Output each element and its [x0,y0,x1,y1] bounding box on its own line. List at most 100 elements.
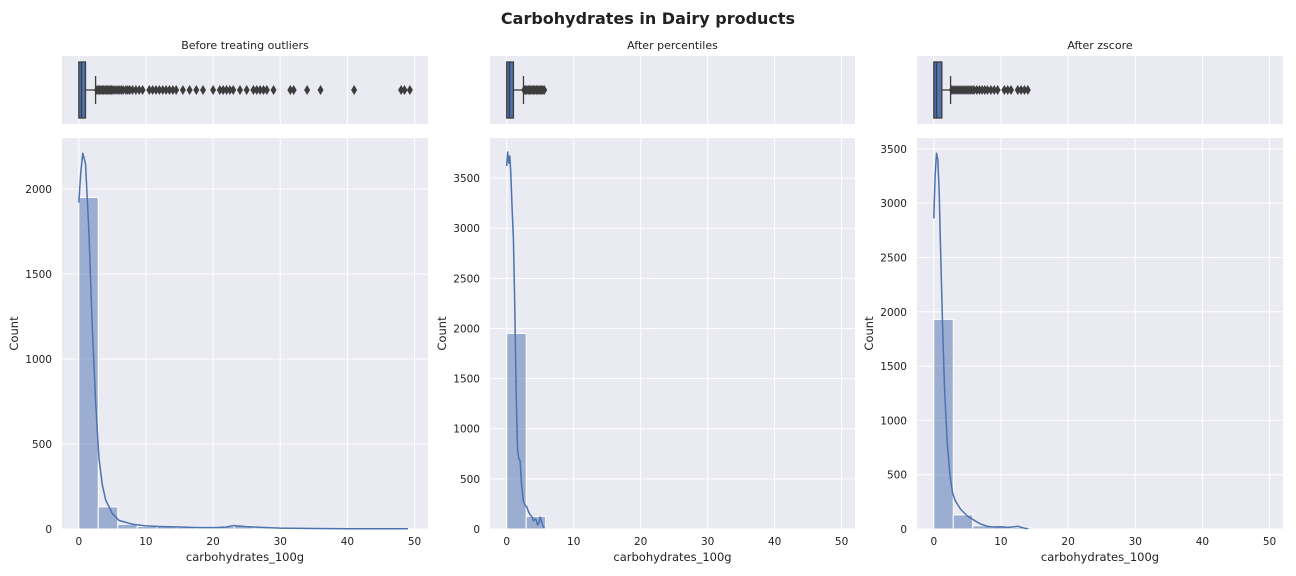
y-tick-label: 2500 [453,273,480,285]
boxplot-outlier [406,85,413,95]
boxplot-background [490,56,855,124]
histogram-background [917,138,1283,529]
x-axis-label: carbohydrates_100g [186,550,304,564]
boxplot-outlier [1014,85,1021,95]
x-axis-label: carbohydrates_100g [1041,550,1159,564]
histogram-background [490,138,855,529]
kde-line [78,152,408,530]
boxplot-outlier [260,85,267,95]
x-tick-label: 30 [274,536,287,548]
boxplot-outlier [270,85,277,95]
boxplot-outlier [401,85,408,95]
boxplot-outlier [149,85,156,95]
boxplot-outlier [146,85,153,95]
y-tick-label: 500 [460,474,480,486]
boxplot-outlier [994,85,1001,95]
histogram-bar [78,197,99,530]
boxplot-outlier [226,85,233,95]
y-axis-label: Count [7,316,21,351]
boxplot-outlier [317,85,324,95]
boxplot-outlier [186,85,193,95]
boxplot-outlier [287,85,294,95]
y-tick-label: 1000 [25,354,52,366]
boxplot-outlier [210,85,217,95]
boxplot-outlier [139,85,146,95]
y-tick-label: 2000 [453,323,480,335]
x-tick-label: 40 [341,536,354,548]
boxplot-outlier [173,85,180,95]
boxplot-outlier [351,85,358,95]
boxplot-outlier [1024,85,1031,95]
x-tick-label: 30 [1129,536,1142,548]
boxplot-outlier [1021,85,1028,95]
y-tick-label: 3500 [880,144,907,156]
kde-line [933,152,1028,530]
y-tick-label: 0 [45,524,52,536]
boxplot-box [78,61,87,119]
boxplot-outlier [243,85,250,95]
boxplot-outlier [166,85,173,95]
x-tick-label: 20 [634,536,647,548]
figure-title: Carbohydrates in Dairy products [501,9,795,28]
y-tick-label: 1000 [453,424,480,436]
y-tick-label: 0 [900,524,907,536]
boxplot-outlier [200,85,207,95]
x-tick-label: 40 [768,536,781,548]
y-tick-label: 1000 [880,415,907,427]
boxplot-outlier [169,85,176,95]
boxplot-outlier [159,85,166,95]
boxplot-outlier [541,85,548,95]
boxplot-outlier [1008,85,1015,95]
x-tick-label: 40 [1196,536,1209,548]
x-tick-label: 50 [835,536,848,548]
boxplot-outlier [398,85,405,95]
boxplot-outlier [290,85,297,95]
boxplot-outlier [991,85,998,95]
boxplot-box [933,61,943,119]
boxplot-outlier [253,85,260,95]
boxplot-outlier [179,85,186,95]
x-axis-label: carbohydrates_100g [613,550,731,564]
x-tick-label: 20 [1061,536,1074,548]
y-tick-label: 0 [473,524,480,536]
x-tick-label: 50 [1263,536,1276,548]
boxplot-outlier [230,85,237,95]
y-tick-label: 2000 [880,307,907,319]
boxplot-outlier [156,85,163,95]
boxplot-outlier [153,85,160,95]
boxplot-outlier [193,85,200,95]
x-tick-label: 20 [206,536,219,548]
boxplot-outlier [250,85,257,95]
y-tick-label: 1500 [880,361,907,373]
boxplot-outlier [1004,85,1011,95]
x-tick-label: 30 [701,536,714,548]
boxplot-outlier [223,85,230,95]
boxplot-outlier [263,85,270,95]
y-tick-label: 500 [887,470,907,482]
y-tick-label: 500 [32,439,52,451]
x-tick-label: 10 [139,536,152,548]
boxplot-outlier [220,85,227,95]
boxplot-outlier [163,85,170,95]
boxplot-outlier [1001,85,1008,95]
y-axis-label: Count [435,316,449,351]
x-tick-label: 0 [75,536,82,548]
boxplot-outlier [304,85,311,95]
histogram-bar [97,506,119,530]
boxplot-outlier [129,85,136,95]
y-tick-label: 3000 [453,223,480,235]
boxplot-box [506,61,515,119]
boxplot-outlier [236,85,243,95]
y-tick-label: 3000 [880,198,907,210]
histogram-bar [525,515,547,530]
boxplot-outlier [984,85,991,95]
histogram-bar [933,318,954,530]
y-tick-label: 2500 [880,252,907,264]
boxplot-outlier [257,85,264,95]
y-tick-label: 1500 [453,374,480,386]
